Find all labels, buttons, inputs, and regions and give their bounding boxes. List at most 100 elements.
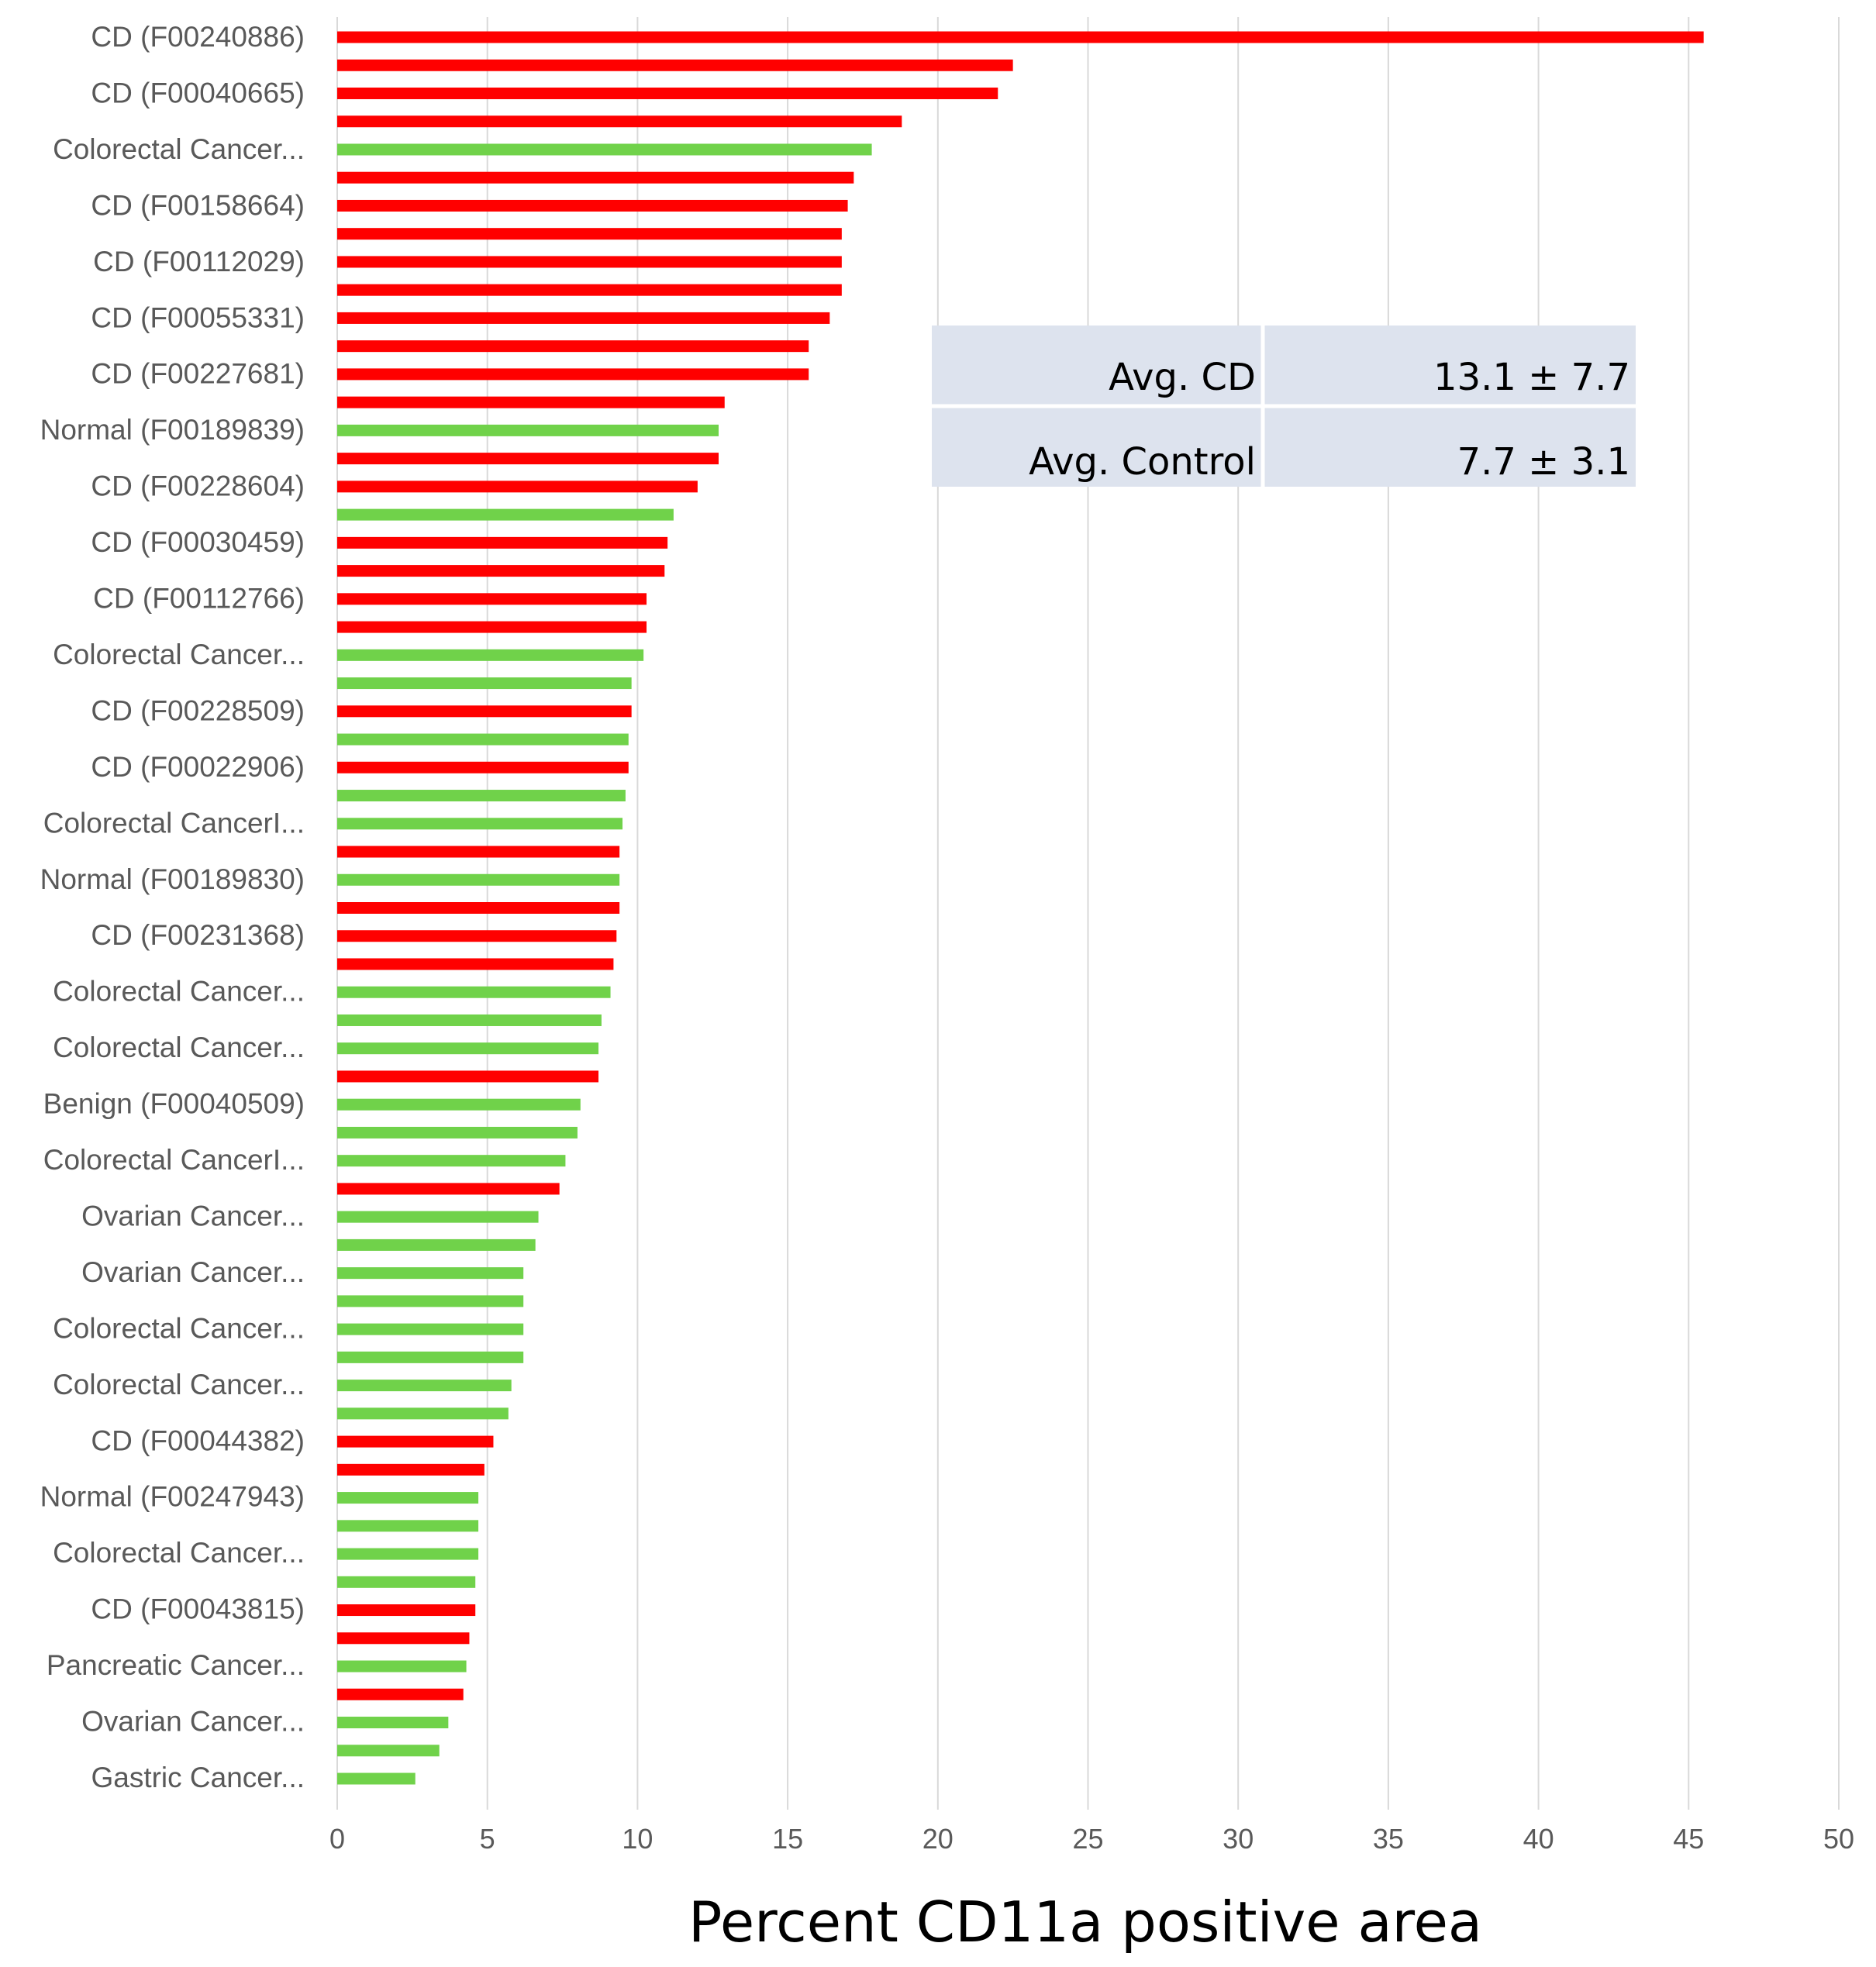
bar-cd <box>337 368 809 381</box>
bar-control <box>337 508 674 521</box>
x-tick-label: 10 <box>622 1823 653 1855</box>
bar-control <box>337 1042 599 1055</box>
category-label: Gastric Cancer... <box>91 1762 305 1793</box>
bar-control <box>337 1126 578 1139</box>
category-label: Colorectal Cancer... <box>53 1537 305 1569</box>
category-label: CD (F00044382) <box>91 1424 305 1456</box>
category-label: CD (F00228604) <box>91 470 305 502</box>
bar-control <box>337 1267 524 1280</box>
bar-cd <box>337 621 647 633</box>
category-label: Normal (F00247943) <box>40 1481 305 1513</box>
bar-cd <box>337 1604 476 1617</box>
x-tick-label: 0 <box>329 1823 345 1855</box>
avg-cd-value: 13.1 ± 7.7 <box>1433 356 1630 399</box>
x-tick-label: 5 <box>480 1823 495 1855</box>
bar-cd <box>337 87 998 99</box>
avg-cd-mean: 13.1 <box>1433 356 1516 399</box>
bar-cd <box>337 930 617 942</box>
x-tick-label: 35 <box>1373 1823 1404 1855</box>
bar-control <box>337 1380 512 1392</box>
x-tick-label: 30 <box>1223 1823 1254 1855</box>
category-label: Ovarian Cancer... <box>81 1200 305 1232</box>
category-label: CD (F00158664) <box>91 189 305 221</box>
category-label: CD (F00240886) <box>91 21 305 53</box>
bar-cd <box>337 31 1704 43</box>
category-label: Colorectal Cancer... <box>53 976 305 1008</box>
bar-control <box>337 1745 440 1757</box>
bar-cd <box>337 481 698 493</box>
category-label: Colorectal Cancer... <box>53 1312 305 1344</box>
bar-control <box>337 424 719 436</box>
avg-control-plusminus: ± <box>1528 440 1559 484</box>
bar-cd <box>337 1183 560 1195</box>
bar-control <box>337 818 623 830</box>
bar-cd <box>337 1632 470 1645</box>
bar-control <box>337 986 611 998</box>
avg-control-value: 7.7 ± 3.1 <box>1457 440 1630 484</box>
bar-control <box>337 1014 602 1026</box>
bar-control <box>337 1407 509 1420</box>
category-label: Colorectal Cancer... <box>53 1032 305 1063</box>
bar-cd <box>337 536 668 549</box>
category-label: Pancreatic Cancer... <box>47 1649 305 1681</box>
x-tick-label: 45 <box>1673 1823 1704 1855</box>
bar-cd <box>337 1070 599 1083</box>
avg-cd-label: Avg. CD <box>1109 356 1256 399</box>
bar-cd <box>337 1688 464 1700</box>
category-label: Benign (F00040509) <box>43 1088 305 1120</box>
category-label: Ovarian Cancer... <box>81 1256 305 1288</box>
bar-control <box>337 1155 566 1167</box>
x-tick-label: 25 <box>1072 1823 1103 1855</box>
bar-cd <box>337 705 632 718</box>
bar-control <box>337 1492 479 1504</box>
category-label: Normal (F00189830) <box>40 863 305 895</box>
x-tick-label: 20 <box>922 1823 954 1855</box>
category-label: CD (F00043815) <box>91 1593 305 1625</box>
bar-control <box>337 1238 536 1251</box>
avg-control-sd: 3.1 <box>1571 440 1630 484</box>
bar-control <box>337 1520 479 1532</box>
bar-control <box>337 1548 479 1560</box>
category-label: CD (F00112029) <box>93 246 305 277</box>
avg-cd-plusminus: ± <box>1528 356 1559 399</box>
bar-cd <box>337 59 1013 71</box>
bar-control <box>337 1576 476 1588</box>
bar-cd <box>337 256 842 268</box>
bar-control <box>337 677 632 690</box>
category-label: Colorectal Cancer... <box>53 1369 305 1400</box>
bar-cd <box>337 171 854 184</box>
bar-control <box>337 649 644 661</box>
bar-control <box>337 1351 524 1363</box>
bar-cd <box>337 115 902 128</box>
bar-cd <box>337 340 809 353</box>
bar-control <box>337 1295 524 1307</box>
bar-cd <box>337 453 719 465</box>
bar-control <box>337 1660 467 1672</box>
category-label: CD (F00228509) <box>91 694 305 726</box>
bar-cd <box>337 846 620 858</box>
bars-group <box>337 31 1704 1785</box>
category-label: Colorectal Cancer... <box>53 639 305 670</box>
x-tick-label: 15 <box>772 1823 803 1855</box>
category-label: Ovarian Cancer... <box>81 1706 305 1738</box>
x-tick-label: 40 <box>1523 1823 1554 1855</box>
bar-cd <box>337 1463 485 1476</box>
category-label: Colorectal CancerI... <box>43 807 305 839</box>
category-label: Normal (F00189839) <box>40 414 305 446</box>
avg-control-mean: 7.7 <box>1457 440 1516 484</box>
category-label: CD (F00022906) <box>91 751 305 783</box>
bar-cd <box>337 312 830 324</box>
bar-control <box>337 873 620 886</box>
bar-control <box>337 790 626 802</box>
x-tick-labels: 0 5 10 15 20 25 30 35 40 45 50 <box>329 1823 1854 1855</box>
bar-control <box>337 1211 539 1223</box>
bar-cd <box>337 958 614 970</box>
bar-control <box>337 1717 449 1729</box>
bar-cd <box>337 761 629 773</box>
bar-control <box>337 1098 581 1111</box>
category-label: Colorectal Cancer... <box>53 133 305 165</box>
x-tick-label: 50 <box>1823 1823 1854 1855</box>
category-label: CD (F00055331) <box>91 301 305 333</box>
bar-cd <box>337 199 848 212</box>
x-axis-title: Percent CD11a positive area <box>688 1889 1482 1955</box>
